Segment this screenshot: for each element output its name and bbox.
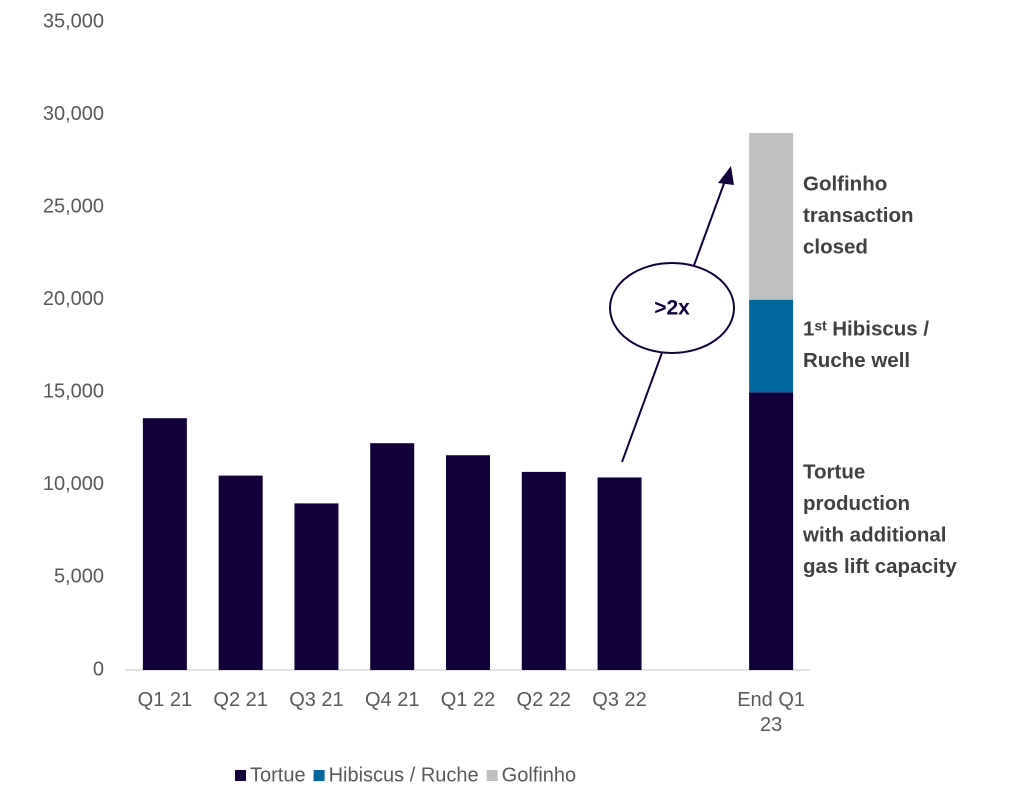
x-tick-label: Q3 21 [289,689,344,711]
legend-label: Golfinho [502,764,577,786]
annotation-text: production [803,492,910,515]
y-tick-label: 0 [93,658,104,680]
bar-segment [749,133,794,300]
bar-segment [142,418,187,670]
callout-ellipse [609,262,735,354]
x-tick-label: Q1 22 [440,689,496,711]
x-tick-label: End Q1 23 [737,689,806,736]
annotation-text: transaction [803,204,914,227]
annotation-text: gas lift capacity [803,555,957,578]
y-tick-label: 10,000 [43,473,104,495]
callout-text: >2x [654,297,690,320]
annotation-text: 1ˢᵗ Hibiscus / [803,318,929,341]
annotation-text: Ruche well [803,349,910,372]
arrow-head [718,166,734,185]
y-tick-label: 25,000 [43,195,104,217]
legend-label: Tortue [250,764,306,786]
y-tick-label: 35,000 [43,10,104,32]
legend-swatch [313,770,325,781]
y-tick-label: 15,000 [43,381,104,403]
annotation-text: Golfinho [803,172,887,195]
y-tick-label: 30,000 [43,103,104,125]
annotation-text: Tortue [803,460,865,483]
x-tick-label: Q2 22 [516,689,571,711]
bar-segment [749,392,794,670]
bar-segment [218,475,263,670]
legend-label: Hibiscus / Ruche [329,764,479,786]
bar-segment [370,443,415,670]
y-tick-label: 20,000 [43,288,104,310]
legend-swatch [235,770,246,781]
annotation-text: closed [803,235,868,258]
x-tick-label: Q2 21 [213,689,268,711]
bar-segment [749,299,794,393]
x-tick-label: Q4 21 [364,689,420,711]
legend-swatch [486,770,498,781]
bar-segment [597,477,642,670]
bar-segment [521,471,566,670]
bar-segment [294,503,339,670]
bar-segment [446,455,490,670]
annotation-text: with additional [802,523,947,546]
y-tick-label: 5,000 [54,566,104,588]
x-tick-label: Q3 22 [592,689,647,711]
x-tick-label: Q1 21 [137,689,193,711]
